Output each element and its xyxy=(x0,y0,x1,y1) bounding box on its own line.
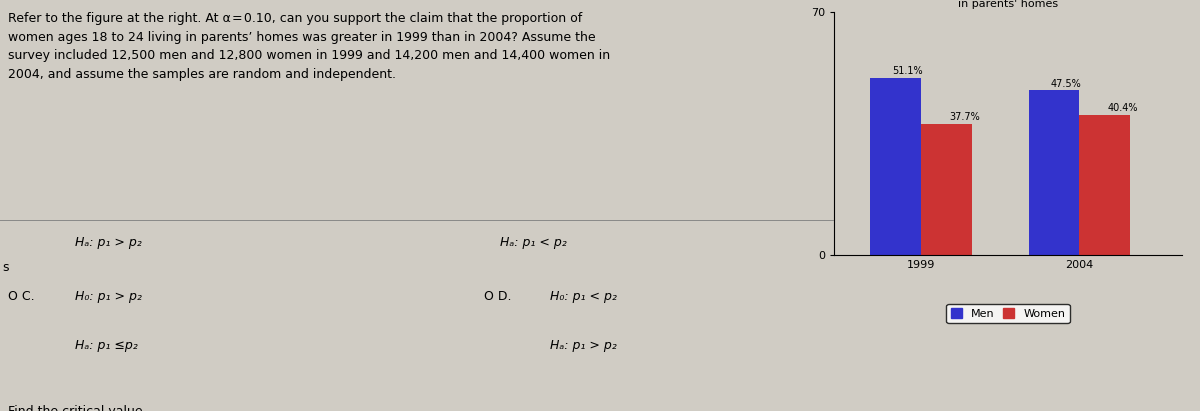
Text: 40.4%: 40.4% xyxy=(1108,103,1138,113)
Text: 37.7%: 37.7% xyxy=(949,113,980,122)
Text: Hₐ: p₁ < p₂: Hₐ: p₁ < p₂ xyxy=(500,236,568,249)
Text: 51.1%: 51.1% xyxy=(893,66,923,76)
Text: Hₐ: p₁ > p₂: Hₐ: p₁ > p₂ xyxy=(76,236,142,249)
Bar xyxy=(1079,115,1129,255)
Text: O D.: O D. xyxy=(484,290,511,303)
Bar xyxy=(1028,90,1079,255)
Text: Hₐ: p₁ ≤p₂: Hₐ: p₁ ≤p₂ xyxy=(76,339,138,352)
Bar xyxy=(870,78,922,255)
Text: s: s xyxy=(2,261,8,274)
Text: O C.: O C. xyxy=(8,290,35,303)
Text: H₀: p₁ > p₂: H₀: p₁ > p₂ xyxy=(76,290,142,303)
Text: Find the critical value.: Find the critical value. xyxy=(8,405,146,411)
Text: H₀: p₁ < p₂: H₀: p₁ < p₂ xyxy=(551,290,617,303)
Title: Percentage of 18- to 24-year olds living
in parents' homes: Percentage of 18- to 24-year olds living… xyxy=(898,0,1118,9)
Bar xyxy=(922,124,972,255)
Text: 47.5%: 47.5% xyxy=(1051,79,1081,88)
Text: Hₐ: p₁ > p₂: Hₐ: p₁ > p₂ xyxy=(551,339,617,352)
Text: Refer to the figure at the right. At α = 0.10, can you support the claim that th: Refer to the figure at the right. At α =… xyxy=(8,12,611,81)
Legend: Men, Women: Men, Women xyxy=(947,304,1069,323)
